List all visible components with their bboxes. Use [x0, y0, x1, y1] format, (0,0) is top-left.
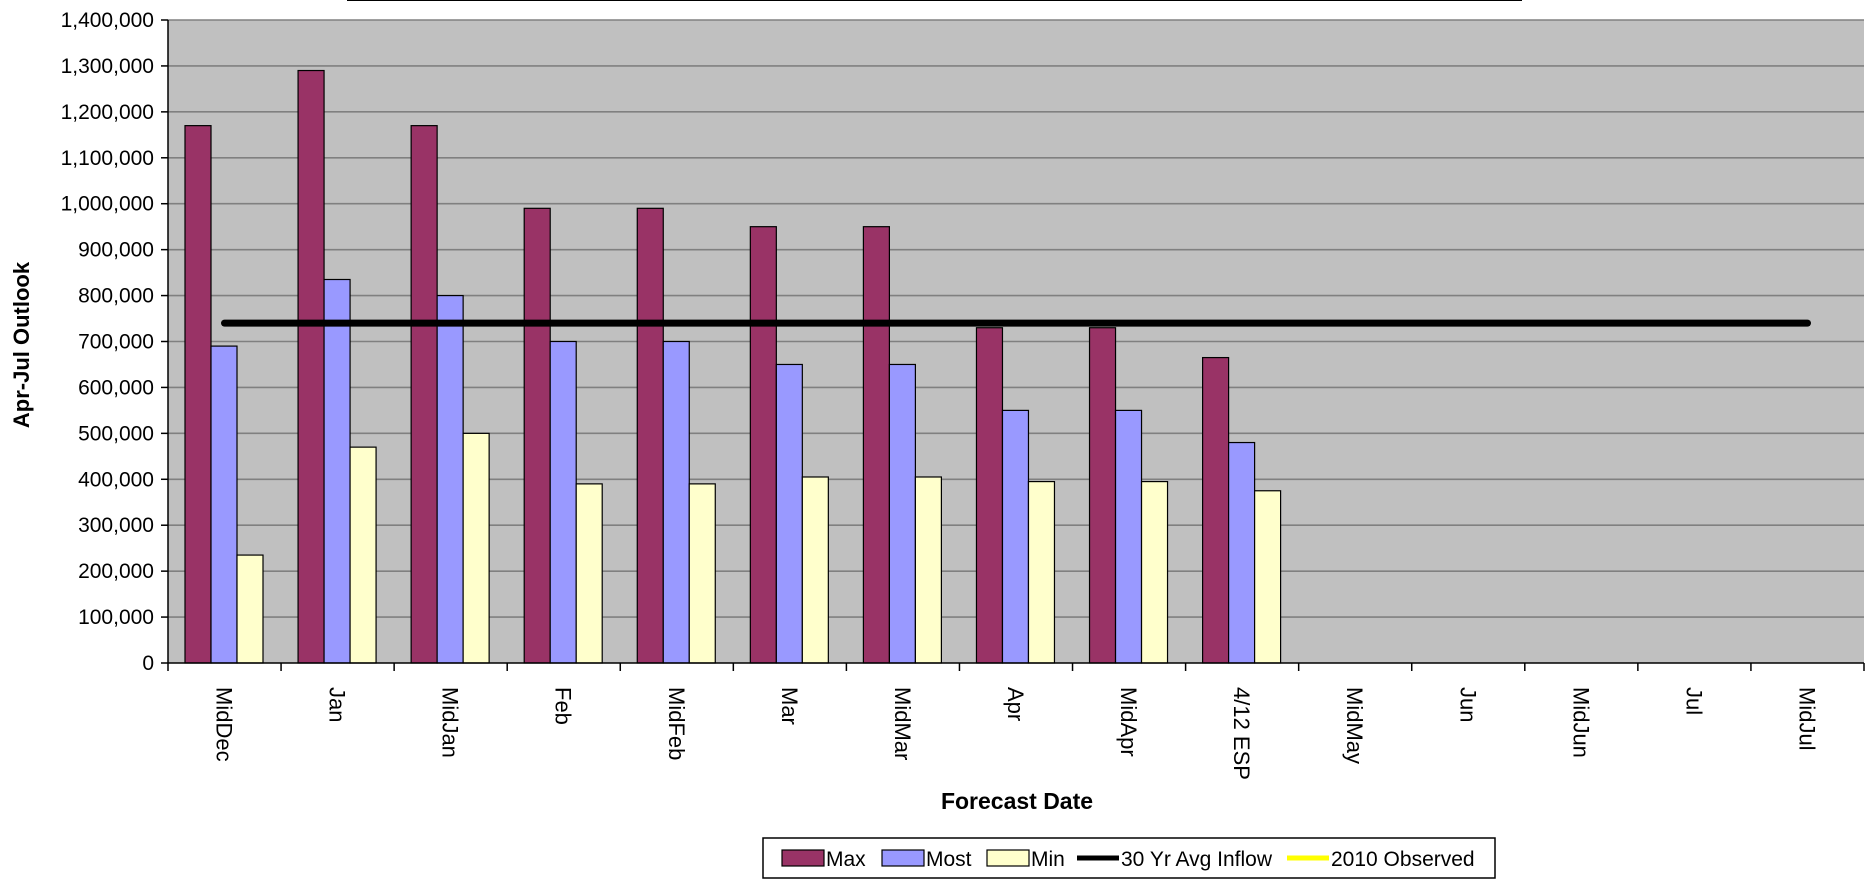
- bar-max: [636, 207, 664, 664]
- x-tick-label: MidJan: [438, 687, 463, 758]
- bar-min: [462, 432, 490, 664]
- bar-min: [1140, 480, 1169, 664]
- y-tick-label: 600,000: [78, 376, 154, 399]
- bar-most: [662, 340, 690, 664]
- y-tick-label: 1,400,000: [61, 9, 154, 32]
- bar-min: [236, 554, 264, 664]
- y-tick-label: 200,000: [78, 560, 154, 583]
- bar-max: [1088, 327, 1117, 664]
- bar-max: [410, 125, 438, 664]
- bar-most: [549, 340, 577, 664]
- y-tick-label: 1,300,000: [61, 55, 154, 78]
- bar-max: [749, 226, 777, 664]
- y-tick-label: 1,000,000: [61, 193, 154, 216]
- x-tick-label: MidMay: [1342, 687, 1367, 764]
- legend-label-30-yr-avg-inflow: 30 Yr Avg Inflow: [1121, 848, 1273, 871]
- bar-max: [975, 327, 1004, 664]
- bar-max: [297, 69, 325, 664]
- y-tick-label: 400,000: [78, 468, 154, 491]
- y-tick-label: 500,000: [78, 422, 154, 445]
- x-tick-label: MidMar: [890, 687, 915, 760]
- y-tick-label: 100,000: [78, 606, 154, 629]
- legend-label-2010-observed: 2010 Observed: [1331, 848, 1475, 871]
- bar-min: [1027, 480, 1056, 664]
- legend-label-min: Min: [1031, 848, 1065, 871]
- bar-max: [1201, 356, 1230, 664]
- y-tick-label: 1,200,000: [61, 101, 154, 124]
- x-tick-label: Jul: [1681, 687, 1706, 715]
- x-tick-label: Jun: [1455, 687, 1480, 722]
- bar-most: [1227, 441, 1256, 664]
- y-axis-label: Apr-Jul Outlook: [9, 261, 34, 428]
- x-tick-label: MidJun: [1568, 687, 1593, 758]
- y-tick-label: 1,100,000: [61, 147, 154, 170]
- y-tick-label: 300,000: [78, 514, 154, 537]
- legend-swatch-min: [986, 849, 1030, 867]
- y-tick-label: 900,000: [78, 239, 154, 262]
- x-tick-label: MidJul: [1794, 687, 1819, 751]
- bar-most: [323, 278, 351, 664]
- x-tick-label: MidDec: [212, 687, 237, 762]
- bar-min: [1253, 490, 1282, 664]
- x-tick-label: Jan: [325, 687, 350, 722]
- bar-most: [1114, 409, 1143, 664]
- bar-max: [184, 125, 212, 664]
- bar-most: [1001, 409, 1030, 664]
- x-tick-labels: MidDec Jan MidJan Feb MidFeb Mar MidMar Apr MidA…: [212, 687, 1820, 780]
- y-tick-label: 0: [142, 652, 154, 675]
- bar-most: [210, 345, 238, 664]
- x-tick-label: Mar: [777, 687, 802, 725]
- bar-most: [775, 363, 803, 664]
- legend-swatch-most: [881, 849, 925, 867]
- legend-label-most: Most: [926, 848, 972, 871]
- x-tick-label: 4/12 ESP: [1229, 687, 1254, 780]
- bars: [184, 69, 1282, 664]
- legend-label-max: Max: [826, 848, 866, 871]
- title-frame: [347, 0, 1522, 1]
- legend-swatch-max: [781, 849, 825, 867]
- bar-min: [914, 476, 943, 664]
- legend: Max Most Min 30 Yr Avg Inflow 2010 Observed: [762, 837, 1496, 879]
- x-tick-label: Apr: [1003, 687, 1028, 721]
- y-tick-label: 800,000: [78, 285, 154, 308]
- bar-most: [436, 294, 464, 664]
- axes: [161, 19, 1865, 671]
- x-tick-label: Feb: [551, 687, 576, 725]
- y-tick-labels: 0 100,000 200,000 300,000 400,000 500,000 600,…: [61, 9, 154, 675]
- x-tick-label: MidApr: [1116, 687, 1141, 757]
- bar-min: [575, 483, 603, 664]
- bar-min: [801, 476, 829, 664]
- bar-max: [523, 207, 551, 664]
- x-tick-label: MidFeb: [664, 687, 689, 760]
- x-axis-label: Forecast Date: [941, 788, 1093, 814]
- bar-max: [862, 226, 891, 664]
- y-tick-label: 700,000: [78, 331, 154, 354]
- bar-min: [688, 483, 716, 664]
- bar-min: [349, 446, 377, 664]
- bar-most: [888, 363, 917, 664]
